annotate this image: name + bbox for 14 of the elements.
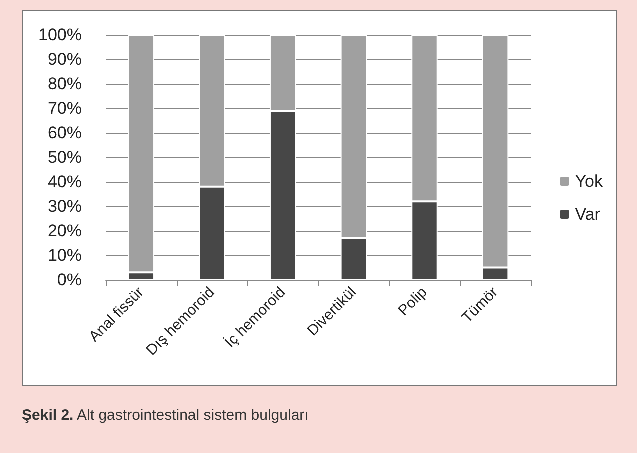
y-tick-label: 100% bbox=[38, 26, 82, 44]
y-tick-label: 30% bbox=[48, 197, 82, 216]
y-tick-label: 20% bbox=[48, 222, 82, 240]
y-tick-label: 90% bbox=[48, 50, 82, 69]
y-tick-label: 80% bbox=[48, 74, 82, 94]
y-tick-label: 70% bbox=[48, 99, 82, 118]
y-tick-label: 40% bbox=[48, 172, 82, 192]
y-tick-label: 60% bbox=[48, 124, 82, 142]
y-tick-label: 0% bbox=[57, 270, 82, 290]
legend-label: Yok bbox=[575, 172, 604, 191]
y-tick-label: 50% bbox=[48, 148, 82, 167]
text: Şekil 2. Alt gastrointestinal sistem bulguları bbox=[22, 407, 309, 424]
legend-label: Var bbox=[575, 205, 601, 224]
y-tick-label: 10% bbox=[48, 246, 82, 265]
